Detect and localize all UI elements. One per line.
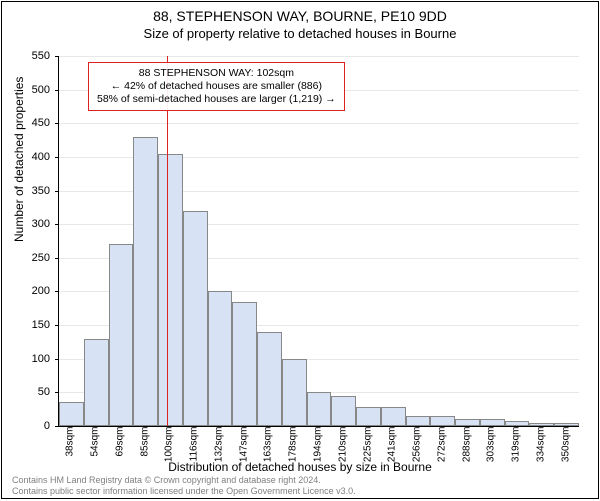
ytick-mark bbox=[55, 90, 59, 91]
histogram-bar bbox=[84, 339, 109, 426]
histogram-bar bbox=[257, 332, 282, 426]
histogram-bar bbox=[307, 392, 332, 426]
ytick-label: 500 bbox=[20, 84, 50, 96]
ytick-label: 450 bbox=[20, 117, 50, 129]
ytick-label: 0 bbox=[20, 420, 50, 432]
histogram-bar bbox=[455, 419, 480, 426]
annotation-box: 88 STEPHENSON WAY: 102sqm ← 42% of detac… bbox=[88, 62, 345, 111]
histogram-bar bbox=[59, 402, 84, 426]
histogram-bar bbox=[430, 416, 455, 426]
ytick-mark bbox=[55, 56, 59, 57]
attribution-text: Contains HM Land Registry data © Crown c… bbox=[12, 475, 356, 496]
ytick-mark bbox=[55, 224, 59, 225]
histogram-bar bbox=[232, 302, 257, 426]
histogram-bar bbox=[505, 421, 530, 426]
histogram-bar bbox=[158, 154, 183, 426]
attribution-line-2: Contains public sector information licen… bbox=[12, 486, 356, 496]
histogram-bar bbox=[480, 419, 505, 426]
ytick-label: 550 bbox=[20, 50, 50, 62]
ytick-mark bbox=[55, 123, 59, 124]
ytick-mark bbox=[55, 157, 59, 158]
histogram-bar bbox=[109, 244, 134, 426]
histogram-bar bbox=[554, 423, 579, 426]
histogram-bar bbox=[183, 211, 208, 426]
ytick-label: 300 bbox=[20, 218, 50, 230]
histogram-bar bbox=[529, 423, 554, 426]
ytick-mark bbox=[55, 258, 59, 259]
ytick-mark bbox=[55, 325, 59, 326]
ytick-label: 250 bbox=[20, 252, 50, 264]
annotation-line-3: 58% of semi-detached houses are larger (… bbox=[97, 93, 336, 106]
page-subtitle: Size of property relative to detached ho… bbox=[2, 26, 598, 41]
ytick-label: 200 bbox=[20, 285, 50, 297]
histogram-bar bbox=[208, 291, 233, 426]
ytick-mark bbox=[55, 359, 59, 360]
gridline bbox=[59, 123, 579, 124]
gridline bbox=[59, 56, 579, 57]
histogram-bar bbox=[282, 359, 307, 426]
annotation-line-2: ← 42% of detached houses are smaller (88… bbox=[97, 80, 336, 93]
page-title-address: 88, STEPHENSON WAY, BOURNE, PE10 9DD bbox=[2, 8, 598, 24]
histogram-bar bbox=[381, 407, 406, 426]
histogram-plot bbox=[58, 56, 579, 427]
ytick-mark bbox=[55, 426, 59, 427]
ytick-mark bbox=[55, 291, 59, 292]
attribution-line-1: Contains HM Land Registry data © Crown c… bbox=[12, 475, 356, 485]
histogram-bar bbox=[133, 137, 158, 426]
property-marker-line bbox=[167, 56, 168, 426]
annotation-line-1: 88 STEPHENSON WAY: 102sqm bbox=[97, 67, 336, 80]
ytick-label: 350 bbox=[20, 185, 50, 197]
ytick-mark bbox=[55, 191, 59, 192]
ytick-label: 400 bbox=[20, 151, 50, 163]
ytick-mark bbox=[55, 392, 59, 393]
histogram-bar bbox=[406, 416, 431, 426]
ytick-label: 150 bbox=[20, 319, 50, 331]
ytick-label: 100 bbox=[20, 353, 50, 365]
ytick-label: 50 bbox=[20, 386, 50, 398]
chart-area: 050100150200250300350400450500550 38sqm5… bbox=[58, 56, 578, 426]
x-axis-label: Distribution of detached houses by size … bbox=[2, 460, 598, 474]
histogram-bar bbox=[356, 407, 381, 426]
histogram-bar bbox=[331, 396, 356, 426]
